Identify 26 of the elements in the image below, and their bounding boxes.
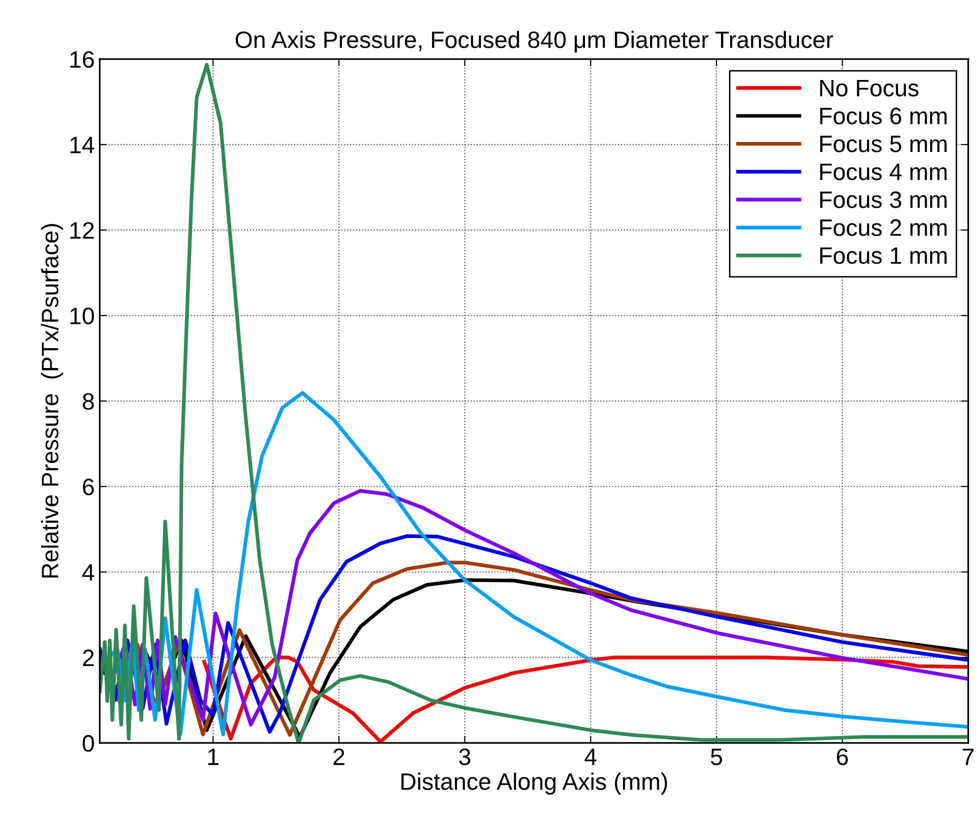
legend-label: Focus 4 mm <box>820 164 947 180</box>
x-tick-label: 1 <box>208 748 218 765</box>
legend-label: No Focus <box>820 80 918 96</box>
legend-label: Focus 5 mm <box>820 136 947 152</box>
x-tick-label: 5 <box>710 748 722 766</box>
y-tick-label: 10 <box>70 308 94 324</box>
y-tick-label: 8 <box>82 393 94 410</box>
legend-label: Focus 1 mm <box>820 247 947 264</box>
legend-label: Focus 6 mm <box>820 108 947 124</box>
y-axis-title: Relative Pressure (PTx/Psurface) <box>41 224 64 578</box>
x-tick-label: 6 <box>836 748 848 766</box>
chart-title: On Axis Pressure, Focused 840 μm Diameter Transducer <box>236 30 834 52</box>
legend-label: Focus 3 mm <box>820 191 947 208</box>
y-tick-label: 2 <box>82 650 94 666</box>
x-tick-label: 3 <box>459 748 470 766</box>
x-tick-label: 4 <box>584 748 596 765</box>
x-tick-label: 7 <box>962 748 974 765</box>
y-tick-label: 12 <box>70 222 94 239</box>
y-tick-label: 16 <box>70 51 94 68</box>
y-tick-label: 4 <box>82 564 94 581</box>
x-axis-title: Distance Along Axis (mm) <box>401 772 668 795</box>
x-tick-label: 2 <box>334 748 344 765</box>
y-tick-label: 14 <box>70 136 94 154</box>
legend-label: Focus 2 mm <box>820 219 947 236</box>
y-tick-label: 0 <box>82 735 94 752</box>
y-tick-label: 6 <box>82 478 94 496</box>
